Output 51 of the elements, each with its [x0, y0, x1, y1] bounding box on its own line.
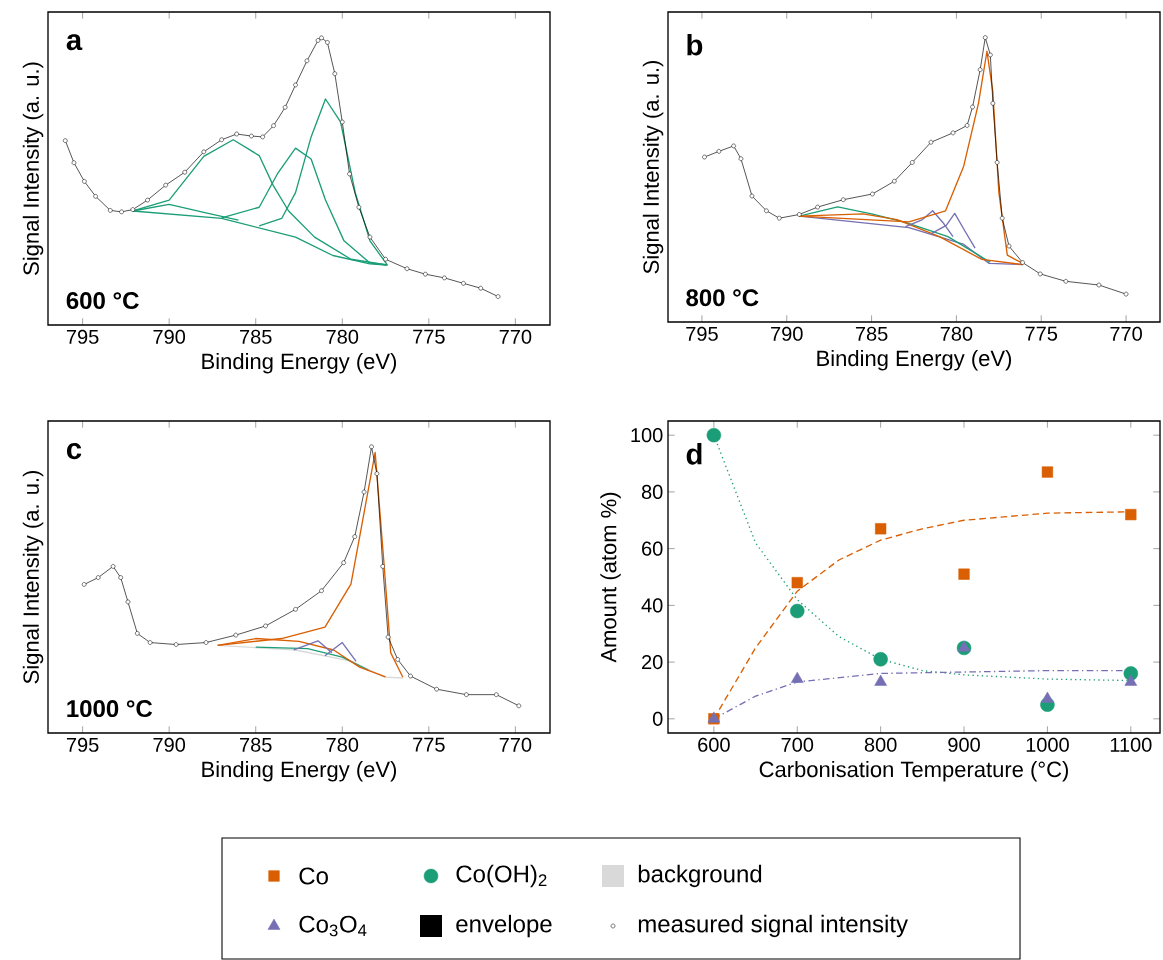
x-tick-label: 700: [781, 737, 814, 752]
x-tick-label: 775: [413, 329, 445, 344]
x-tick-label: 800: [864, 737, 897, 752]
x-axis-title: Binding Energy (eV): [202, 761, 397, 782]
chart-title: b: [687, 33, 703, 56]
y-tick-label: 80: [641, 484, 663, 499]
x-tick-label: 1000: [1026, 737, 1069, 752]
y-tick-label: 20: [642, 655, 663, 670]
x-tick-label: 900: [948, 737, 980, 752]
y-axis-title: Amount (atom %): [600, 492, 621, 663]
legend-label: Co(OH)$_{2}$: [456, 864, 547, 888]
y-tick-label: 40: [641, 598, 663, 613]
x-tick-label: 780: [326, 329, 359, 344]
x-tick-label: 770: [499, 737, 532, 752]
legend-label: Co: [299, 867, 328, 885]
x-tick-label: 790: [153, 737, 186, 752]
y-axis-title: Signal Intensity (a. u.): [642, 60, 664, 274]
x-tick-label: 790: [153, 329, 186, 344]
y-axis-title: Signal Intensity (a. u.): [22, 470, 44, 684]
x-tick-label: 795: [66, 329, 99, 344]
x-tick-label: 795: [686, 326, 718, 341]
y-tick-label: 0: [652, 711, 663, 726]
x-tick-label: 1100: [1110, 737, 1152, 752]
y-tick-label: 60: [642, 541, 663, 556]
x-tick-label: 785: [240, 737, 272, 752]
x-tick-label: 785: [855, 326, 888, 341]
y-axis-title: Signal Intensity (a. u.): [22, 62, 44, 275]
x-axis-title: Carbonisation Temperature (°C): [759, 761, 1068, 782]
y-tick-label: 100: [631, 428, 663, 443]
annotation: 600 °C: [66, 292, 139, 310]
x-tick-label: 780: [940, 326, 973, 341]
x-tick-label: 775: [1025, 326, 1058, 341]
x-tick-label: 775: [413, 737, 445, 752]
legend-label: background: [638, 864, 762, 888]
annotation: 800 °C: [686, 289, 759, 307]
chart-title: a: [66, 34, 83, 51]
legend-label: measured signal intensity: [638, 914, 908, 938]
x-tick-label: 785: [240, 329, 272, 344]
x-axis-title: Binding Energy (eV): [817, 350, 1012, 371]
x-tick-label: 600: [698, 737, 730, 752]
x-tick-label: 780: [326, 737, 359, 752]
legend-label: Co$_{3}$O$_{4}$: [299, 915, 367, 937]
annotation: 1000 °C: [67, 700, 153, 718]
legend-label: envelope: [456, 914, 552, 938]
x-tick-label: 770: [499, 329, 532, 344]
text: d: [686, 443, 702, 465]
x-tick-label: 770: [1110, 326, 1142, 341]
chart-title: c: [66, 443, 82, 460]
x-tick-label: 790: [771, 326, 803, 341]
x-axis-title: Binding Energy (eV): [202, 353, 397, 374]
x-tick-label: 795: [66, 737, 99, 752]
